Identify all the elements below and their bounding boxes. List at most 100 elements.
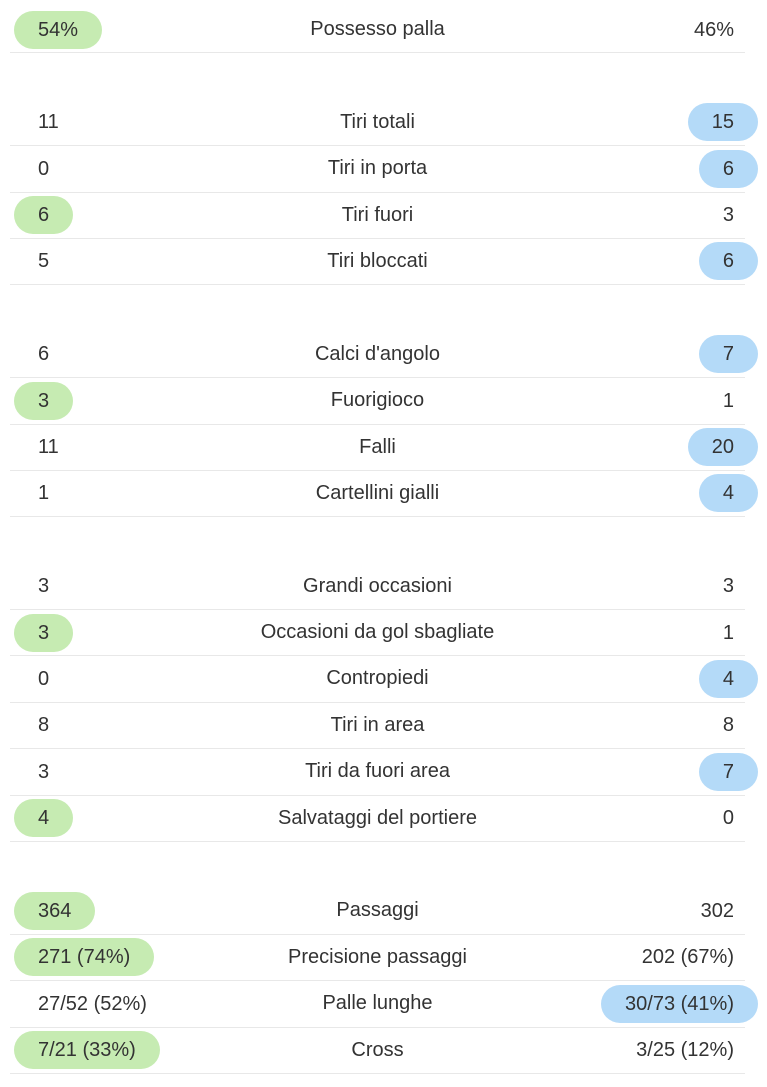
stat-cell: Possesso palla: [10, 7, 745, 52]
away-value: 3: [722, 575, 734, 598]
away-value: 1: [722, 389, 734, 412]
away-value: 7: [698, 752, 758, 791]
away-cell: 7: [698, 332, 758, 377]
stat-row: 7/21 (33%) Cross 3/25 (12%): [10, 1028, 745, 1074]
stat-label: Grandi occasioni: [303, 574, 452, 597]
away-cell: 4: [698, 471, 758, 516]
stat-row: 3 Occasioni da gol sbagliate 1: [10, 610, 745, 657]
away-value: 46%: [693, 18, 734, 41]
away-cell: 6: [698, 146, 758, 191]
home-value: 5: [38, 250, 50, 273]
stat-label: Tiri fuori: [341, 203, 414, 226]
stat-row: 27/52 (52%) Palle lunghe 30/73 (41%): [10, 981, 758, 1028]
home-cell: 8: [14, 703, 73, 748]
stat-group: 54% Possesso palla 46%: [0, 7, 767, 54]
stat-label: Cartellini gialli: [315, 481, 440, 504]
away-cell: 202 (67%): [618, 935, 758, 980]
away-value: 3: [722, 204, 734, 227]
away-value: 4: [698, 474, 758, 513]
stat-label: Tiri da fuori area: [305, 760, 450, 783]
home-cell: 6: [14, 332, 73, 377]
stat-cell: Falli: [10, 425, 745, 470]
home-value: 271 (74%): [14, 938, 155, 977]
home-value: 11: [38, 111, 59, 134]
stat-group: 11 Tiri totali 15 0 Tiri in porta 6 6 Tiri fuor…: [0, 100, 767, 286]
home-cell: 1: [14, 471, 73, 516]
home-cell: 0: [14, 656, 73, 701]
stat-label: Tiri totali: [340, 110, 415, 133]
home-cell: 7/21 (33%): [14, 1028, 160, 1073]
stat-row: 11 Tiri totali 15: [10, 100, 758, 147]
away-cell: 3/25 (12%): [612, 1028, 758, 1073]
stat-cell: Calci d'angolo: [10, 332, 745, 377]
away-cell: 1: [699, 610, 758, 655]
stat-cell: Tiri fuori: [10, 193, 745, 238]
stat-row: 4 Salvataggi del portiere 0: [10, 796, 745, 843]
home-cell: 5: [14, 239, 73, 284]
home-value: 364: [14, 891, 96, 930]
stat-label: Tiri bloccati: [327, 249, 428, 272]
home-value: 3: [38, 575, 50, 598]
home-value: 3: [14, 613, 74, 652]
away-cell: 302: [677, 888, 758, 933]
away-cell: 0: [699, 796, 758, 841]
home-value: 8: [38, 714, 50, 737]
stat-group: 364 Passaggi 302 271 (74%) Precisione passag…: [0, 888, 767, 1074]
stat-row: 3 Grandi occasioni 3: [10, 564, 745, 611]
stat-label: Salvataggi del portiere: [277, 806, 477, 829]
away-value: 15: [687, 103, 758, 142]
home-value: 1: [38, 482, 50, 505]
home-cell: 0: [14, 146, 73, 191]
home-value: 3: [14, 381, 74, 420]
home-cell: 11: [14, 425, 83, 470]
home-value: 0: [38, 157, 50, 180]
away-cell: 30/73 (41%): [601, 981, 758, 1026]
home-value: 6: [14, 196, 74, 235]
stat-group: 6 Calci d'angolo 7 3 Fuorigioco 1 11 Falli 20 1 Ca…: [0, 332, 767, 518]
away-value: 7: [698, 335, 758, 374]
home-cell: 3: [14, 610, 74, 655]
home-cell: 271 (74%): [14, 935, 155, 980]
stat-label: Fuorigioco: [330, 389, 425, 412]
stat-label: Precisione passaggi: [288, 945, 467, 968]
stat-cell: Occasioni da gol sbagliate: [10, 610, 745, 655]
home-cell: 3: [14, 378, 74, 423]
stat-label: Palle lunghe: [322, 992, 433, 1015]
home-value: 0: [38, 667, 50, 690]
stat-row: 1 Cartellini gialli 4: [10, 471, 758, 518]
stat-row: 271 (74%) Precisione passaggi 202 (67%): [10, 935, 745, 982]
away-value: 8: [722, 714, 734, 737]
away-cell: 46%: [670, 7, 758, 52]
stat-row: 3 Tiri da fuori area 7: [10, 749, 758, 796]
stat-label: Possesso palla: [310, 18, 445, 40]
stat-row: 8 Tiri in area 8: [10, 703, 745, 750]
stat-label: Tiri in area: [330, 713, 425, 736]
home-cell: 6: [14, 193, 74, 238]
away-value: 6: [698, 242, 758, 281]
away-value: 20: [687, 428, 758, 467]
away-cell: 20: [687, 425, 758, 470]
away-value: 302: [700, 899, 734, 922]
home-cell: 364: [14, 888, 96, 933]
home-value: 7/21 (33%): [14, 1031, 160, 1070]
stat-row: 11 Falli 20: [10, 425, 758, 471]
away-value: 6: [698, 149, 758, 188]
stat-cell: Tiri da fuori area: [10, 749, 745, 794]
home-cell: 27/52 (52%): [14, 981, 171, 1026]
stat-cell: Cartellini gialli: [10, 471, 745, 516]
away-cell: 7: [698, 749, 758, 794]
home-cell: 11: [14, 100, 83, 145]
stat-cell: Tiri in area: [10, 703, 745, 748]
away-cell: 4: [698, 656, 758, 701]
away-cell: 6: [698, 239, 758, 284]
stat-cell: Fuorigioco: [10, 378, 745, 423]
stat-label: Passaggi: [336, 899, 419, 922]
stat-cell: Contropiedi: [10, 656, 745, 701]
away-value: 4: [698, 659, 758, 698]
stat-cell: Passaggi: [10, 888, 745, 933]
stat-cell: Tiri totali: [10, 100, 745, 145]
away-cell: 8: [699, 703, 758, 748]
away-cell: 3: [699, 564, 758, 609]
